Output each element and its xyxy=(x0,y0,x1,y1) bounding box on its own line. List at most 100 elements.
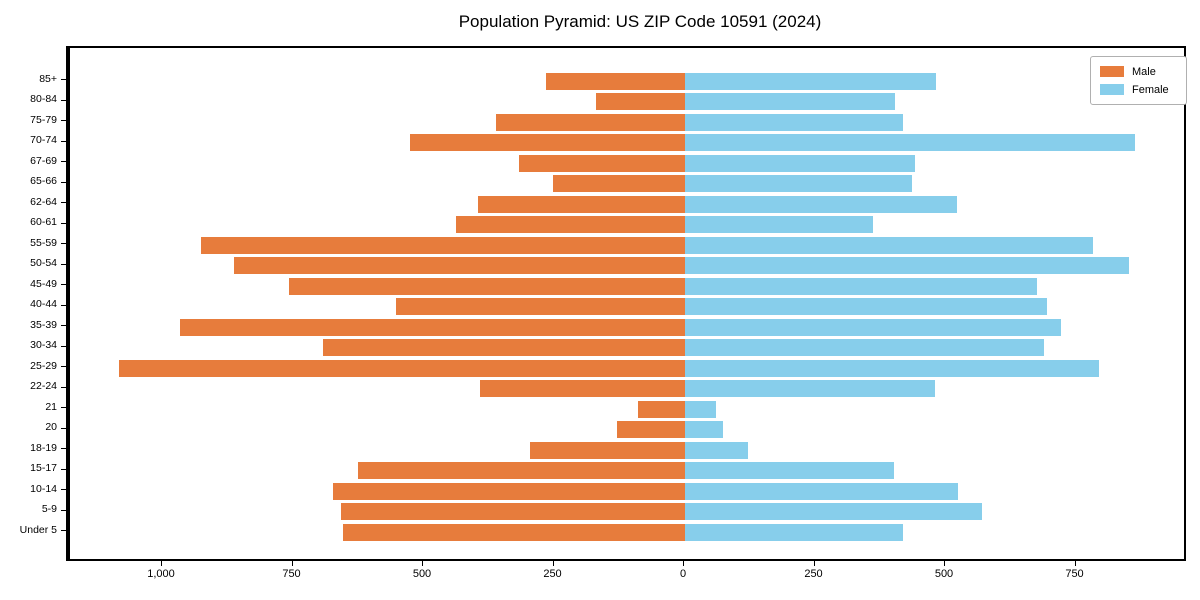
male-bar xyxy=(495,113,685,131)
female-bar xyxy=(685,257,1130,274)
male-bar xyxy=(530,441,685,459)
age-group-label: 21 xyxy=(45,400,57,413)
y-tick-mark xyxy=(61,489,66,490)
male-bar xyxy=(396,298,685,315)
y-tick-mark xyxy=(61,427,66,429)
y-tick-mark xyxy=(61,407,66,408)
y-tick-mark xyxy=(61,79,66,80)
x-tick-label: 1,000 xyxy=(147,568,175,580)
y-tick-mark xyxy=(61,304,66,306)
age-group-label: 62-64 xyxy=(30,195,57,208)
male-bar xyxy=(455,216,685,233)
female-bar xyxy=(685,380,935,397)
female-bar xyxy=(685,359,1100,377)
age-group-label: 70-74 xyxy=(30,134,57,146)
x-tick-mark xyxy=(813,561,815,566)
male-bar xyxy=(342,523,685,541)
x-tick-label: 750 xyxy=(1065,568,1084,580)
female-bar xyxy=(685,482,958,500)
male-bar xyxy=(410,134,685,151)
x-tick-label: 500 xyxy=(412,568,432,580)
male-bar xyxy=(519,154,685,172)
age-group-label: 65-66 xyxy=(30,175,57,187)
x-tick-mark xyxy=(422,561,423,566)
age-group-label: 20 xyxy=(45,421,57,433)
female-bar xyxy=(685,462,895,479)
age-group-label: 15-17 xyxy=(30,462,57,474)
female-bar xyxy=(685,134,1136,151)
female-bar xyxy=(685,216,874,233)
y-tick-mark xyxy=(61,161,66,162)
y-tick-mark xyxy=(61,202,66,203)
x-tick-label: 250 xyxy=(543,568,562,580)
male-bar xyxy=(596,93,685,110)
age-group-label: 55-59 xyxy=(30,236,57,249)
y-tick-mark xyxy=(61,243,66,244)
age-group-label: 45-49 xyxy=(30,277,57,290)
age-group-label: 60-61 xyxy=(30,216,57,228)
female-bar xyxy=(685,523,904,541)
x-tick-mark xyxy=(1074,561,1076,566)
y-tick-mark xyxy=(61,99,66,101)
age-group-label: 75-79 xyxy=(30,113,57,126)
age-group-label: 30-34 xyxy=(30,339,57,351)
y-tick-mark xyxy=(61,468,66,470)
male-bar xyxy=(233,257,685,274)
male-bar xyxy=(333,482,685,500)
y-tick-mark xyxy=(61,120,66,121)
x-tick-label: 0 xyxy=(679,568,687,580)
male-bar xyxy=(357,462,685,479)
x-tick-mark xyxy=(944,561,945,566)
age-group-label: 80-84 xyxy=(30,93,57,105)
y-tick-mark xyxy=(61,325,66,326)
male-bar xyxy=(118,359,685,377)
male-bar xyxy=(288,277,685,295)
x-tick-mark xyxy=(161,561,162,566)
x-tick-label: 750 xyxy=(282,568,301,580)
age-group-label: 35-39 xyxy=(30,318,57,331)
legend-male-label: Male xyxy=(1132,65,1156,78)
female-bar xyxy=(685,298,1048,315)
female-bar xyxy=(685,72,936,90)
male-bar xyxy=(638,400,685,418)
age-group-label: 85+ xyxy=(39,72,57,85)
legend-entry-male: Male xyxy=(1100,66,1186,78)
male-swatch xyxy=(1100,66,1124,77)
age-group-label: 18-19 xyxy=(30,441,57,454)
age-group-label: 22-24 xyxy=(30,380,57,392)
female-bar xyxy=(685,154,916,172)
y-tick-mark xyxy=(61,263,66,265)
age-group-label: 5-9 xyxy=(41,503,57,515)
female-bar xyxy=(685,441,748,459)
age-group-label: 67-69 xyxy=(30,154,57,167)
y-tick-mark xyxy=(61,509,66,511)
male-bar xyxy=(546,72,685,90)
female-bar xyxy=(685,113,904,131)
x-tick-mark xyxy=(683,561,684,566)
male-bar xyxy=(552,175,685,192)
age-group-label: Under 5 xyxy=(19,523,57,536)
female-bar xyxy=(685,400,716,418)
y-tick-mark xyxy=(61,140,66,142)
legend-entry-female: Female xyxy=(1100,84,1186,96)
male-bar xyxy=(616,421,685,438)
female-bar xyxy=(685,339,1044,356)
legend: Male Female xyxy=(1090,56,1187,105)
x-tick-label: 500 xyxy=(934,568,954,580)
x-tick-label: 250 xyxy=(804,568,823,580)
female-bar xyxy=(685,421,724,438)
female-bar xyxy=(685,195,958,213)
x-tick-mark xyxy=(552,561,554,566)
male-bar xyxy=(341,503,685,520)
y-tick-mark xyxy=(61,284,66,285)
age-group-label: 40-44 xyxy=(30,298,57,310)
age-group-label: 25-29 xyxy=(30,359,57,372)
female-bar xyxy=(685,277,1038,295)
female-bar xyxy=(685,236,1093,254)
male-bar xyxy=(479,380,685,397)
legend-female-label: Female xyxy=(1132,83,1169,96)
female-bar xyxy=(685,503,983,520)
chart-title: Population Pyramid: US ZIP Code 10591 (2… xyxy=(458,12,822,31)
zero-axis-line xyxy=(68,48,70,559)
